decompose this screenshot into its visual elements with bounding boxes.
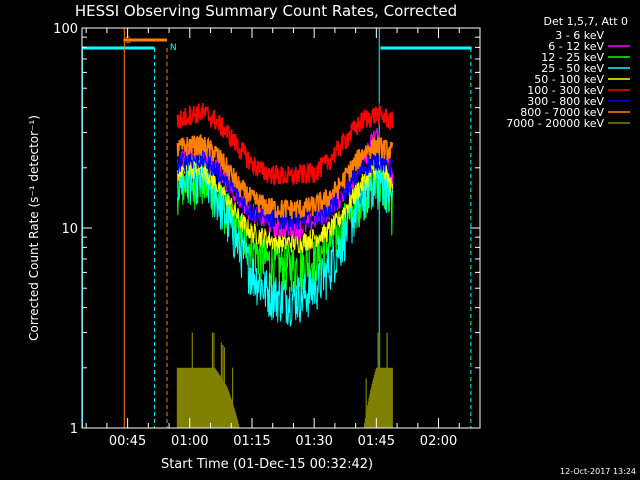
x-tick-label: 00:45 xyxy=(109,434,146,449)
x-axis-label: Start Time (01-Dec-15 00:32:42) xyxy=(161,457,373,472)
x-tick-label: 01:45 xyxy=(358,434,395,449)
series-3 xyxy=(176,154,394,328)
series-line xyxy=(176,103,394,187)
legend-label: 300 - 800 keV xyxy=(527,95,604,108)
x-tick-label: 01:15 xyxy=(233,434,270,449)
x-tick-label: 01:30 xyxy=(295,434,332,449)
series-5 xyxy=(176,103,394,187)
axes: 1 10 100 00:45 01:00 01:15 01:30 01:45 02:00 xyxy=(53,22,481,449)
legend-label: 7000 - 20000 keV xyxy=(506,117,604,130)
series-line xyxy=(176,133,394,220)
night-label: N xyxy=(170,43,177,53)
series-7 xyxy=(176,133,394,220)
y-tick-label: 100 xyxy=(53,22,78,37)
y-tick-label: 10 xyxy=(61,222,78,237)
chart-title: HESSI Observing Summary Count Rates, Cor… xyxy=(75,2,457,20)
legend-label: 800 - 7000 keV xyxy=(520,106,604,119)
series-line xyxy=(176,154,394,328)
legend-label: 6 - 12 keV xyxy=(548,40,604,53)
legend-label: 25 - 50 keV xyxy=(541,62,604,75)
series-8 xyxy=(176,332,393,428)
legend-label: 3 - 6 keV xyxy=(555,29,604,42)
series-line xyxy=(176,332,393,428)
x-tick-label: 01:00 xyxy=(171,434,208,449)
x-tick-label: 02:00 xyxy=(420,434,457,449)
legend-label: 50 - 100 keV xyxy=(534,73,604,86)
plot-area: SN xyxy=(81,28,472,428)
legend-title: Det 1,5,7, Att 0 xyxy=(544,15,628,28)
y-tick-label: 1 xyxy=(70,422,78,437)
saa-label: S xyxy=(126,36,132,46)
legend-label: 100 - 300 keV xyxy=(527,84,604,97)
y-axis-label: Corrected Count Rate (s⁻¹ detector⁻¹) xyxy=(27,115,41,341)
legend-label: 12 - 25 keV xyxy=(541,51,604,64)
footer-date: 12-Oct-2017 13:24 xyxy=(560,467,636,476)
